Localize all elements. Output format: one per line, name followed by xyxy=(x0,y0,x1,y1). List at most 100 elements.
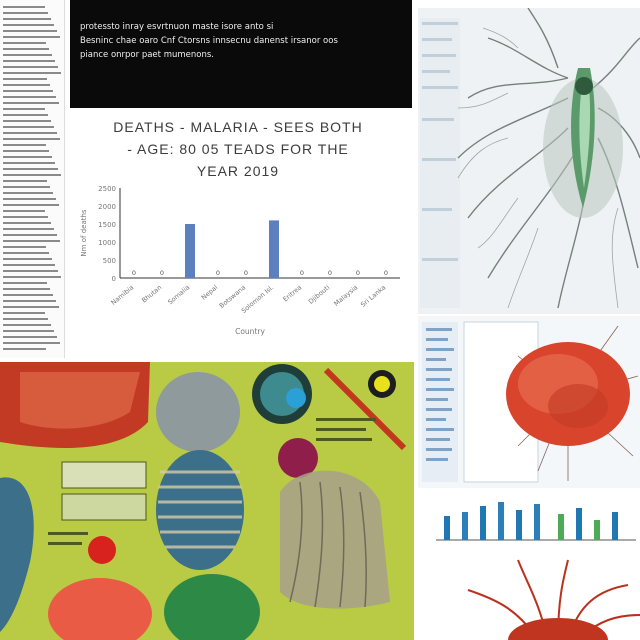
text-line xyxy=(3,156,52,158)
x-tick-label: Malaysia xyxy=(332,283,359,307)
y-tick-label: 0 xyxy=(112,275,116,283)
text-line xyxy=(3,84,50,86)
chart-title: DEATHS - MALARIA - SEES BOTH - AGE: 80 0… xyxy=(88,116,388,182)
text-line xyxy=(3,318,48,320)
chart-title-line-3: YEAR 2019 xyxy=(196,163,280,179)
text-line xyxy=(3,312,45,314)
x-tick-label: Sri Lanka xyxy=(359,283,387,308)
text-line xyxy=(3,234,57,236)
text-line xyxy=(3,342,60,344)
x-tick-label: Somalia xyxy=(166,283,191,306)
text-line xyxy=(3,228,54,230)
chart-title-line-1: DEATHS - MALARIA - SEES BOTH xyxy=(113,119,363,135)
text-line xyxy=(3,276,61,278)
bar-value-label: 0 xyxy=(300,269,304,277)
text-line xyxy=(3,192,53,194)
text-line xyxy=(3,120,51,122)
y-tick-label: 2500 xyxy=(98,185,116,193)
text-line xyxy=(3,294,53,296)
bar-value-label: 0 xyxy=(216,269,220,277)
text-line xyxy=(3,240,60,242)
header-line-3: piance onrpor paet mumenons. xyxy=(80,50,214,60)
text-line xyxy=(3,186,50,188)
text-line xyxy=(3,66,58,68)
bar xyxy=(269,220,279,278)
text-line xyxy=(3,216,48,218)
header-text: protessto inray esvrtnuon maste isore an… xyxy=(80,20,402,62)
text-line xyxy=(3,108,45,110)
text-line xyxy=(3,90,53,92)
text-line xyxy=(3,30,57,32)
x-tick-label: Eritrea xyxy=(282,283,304,303)
biology-collage xyxy=(0,362,414,640)
text-line xyxy=(3,288,50,290)
text-line xyxy=(3,252,49,254)
bar-value-label: 0 xyxy=(328,269,332,277)
secondary-chart-illustration xyxy=(418,490,640,640)
nerve-cell-illustration xyxy=(418,8,640,314)
header-line-2: Besninc chae oaro Cnf Ctorsns innsecnu d… xyxy=(80,36,338,46)
text-line xyxy=(3,114,48,116)
text-line xyxy=(3,270,58,272)
text-line xyxy=(3,282,47,284)
x-tick-label: Namibia xyxy=(110,283,136,306)
text-line xyxy=(3,144,46,146)
text-line xyxy=(3,198,56,200)
chart-title-line-2: - AGE: 80 05 TEADS FOR THE xyxy=(127,141,349,157)
text-line xyxy=(3,330,54,332)
cell-illustration xyxy=(418,316,640,488)
black-header-banner: protessto inray esvrtnuon maste isore an… xyxy=(70,0,412,108)
text-line xyxy=(3,180,47,182)
text-line xyxy=(3,246,46,248)
bar-value-label: 0 xyxy=(384,269,388,277)
bar-value-label: 0 xyxy=(160,269,164,277)
text-line xyxy=(3,222,51,224)
x-tick-label: Nepal xyxy=(200,283,220,301)
x-tick-label: Djibouti xyxy=(307,283,332,305)
text-line xyxy=(3,138,60,140)
text-line xyxy=(3,126,54,128)
text-line xyxy=(3,12,48,14)
bar-value-label: 0 xyxy=(244,269,248,277)
y-tick-label: 500 xyxy=(103,257,116,265)
bar-value-label: 0 xyxy=(132,269,136,277)
text-line xyxy=(3,348,46,350)
text-line xyxy=(3,48,49,50)
y-tick-label: 1000 xyxy=(98,239,116,247)
text-line xyxy=(3,102,59,104)
text-line xyxy=(3,324,51,326)
text-line xyxy=(3,54,52,56)
x-tick-label: Bhutan xyxy=(140,283,163,304)
text-line xyxy=(3,42,46,44)
text-line xyxy=(3,132,57,134)
text-line xyxy=(3,78,47,80)
text-line xyxy=(3,6,45,8)
y-tick-label: 2000 xyxy=(98,203,116,211)
bar-value-label: 0 xyxy=(356,269,360,277)
text-line xyxy=(3,258,52,260)
chart-panel: DEATHS - MALARIA - SEES BOTH - AGE: 80 0… xyxy=(70,108,412,360)
text-line xyxy=(3,96,56,98)
text-line xyxy=(3,150,49,152)
x-axis-label: Country xyxy=(235,327,265,336)
text-line xyxy=(3,72,61,74)
text-line xyxy=(3,336,57,338)
text-line xyxy=(3,174,61,176)
text-line xyxy=(3,168,58,170)
text-line xyxy=(3,162,55,164)
text-line xyxy=(3,210,45,212)
text-line xyxy=(3,264,55,266)
y-tick-label: 1500 xyxy=(98,221,116,229)
text-line xyxy=(3,36,60,38)
text-line xyxy=(3,306,59,308)
text-line xyxy=(3,60,55,62)
text-line xyxy=(3,300,56,302)
text-line xyxy=(3,204,59,206)
y-axis-label: Nm of deaths xyxy=(80,209,88,256)
article-text-column xyxy=(0,0,65,358)
header-line-1: protessto inray esvrtnuon maste isore an… xyxy=(80,22,274,32)
text-line xyxy=(3,18,51,20)
text-line xyxy=(3,24,54,26)
bar xyxy=(185,224,195,278)
